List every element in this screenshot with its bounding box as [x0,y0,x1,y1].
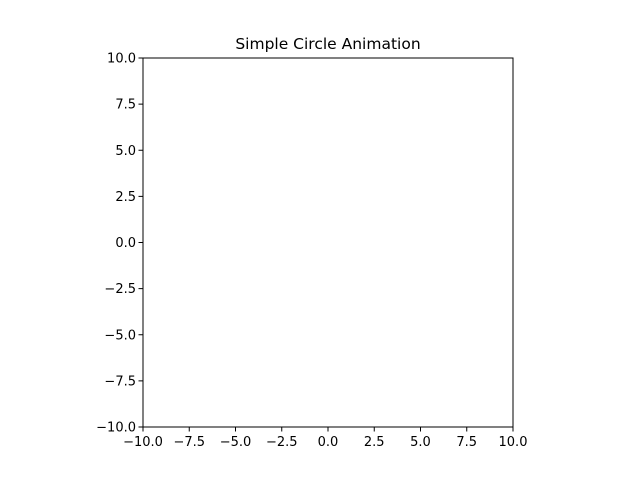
y-tick-label: 7.5 [115,98,136,113]
chart-title: Simple Circle Animation [235,35,420,53]
y-tick-label: −5.0 [104,328,136,343]
x-tick-label: 7.5 [456,435,477,450]
y-axis: −10.0 −7.5 −5.0 −2.5 0.0 2.5 5.0 7.5 10.0 [96,52,143,436]
x-tick-label: −7.5 [173,435,205,450]
x-tick-label: 2.5 [364,435,385,450]
y-tick-label: −2.5 [104,282,136,297]
y-tick-label: −10.0 [96,421,136,436]
x-tick-label: −5.0 [220,435,252,450]
y-tick-label: −7.5 [104,374,136,389]
x-tick-label: 10.0 [499,435,528,450]
x-tick-label: −10.0 [123,435,163,450]
x-tick-label: 0.0 [318,435,339,450]
y-tick-label: 2.5 [115,190,136,205]
x-tick-label: −2.5 [266,435,298,450]
x-axis: −10.0 −7.5 −5.0 −2.5 0.0 2.5 5.0 7.5 10.0 [123,427,527,450]
plot-frame [142,57,514,428]
x-tick-label: 5.0 [410,435,431,450]
y-tick-label: 5.0 [115,144,136,159]
y-tick-label: 10.0 [107,52,136,67]
y-tick-label: 0.0 [115,236,136,251]
plot-area [143,58,513,427]
